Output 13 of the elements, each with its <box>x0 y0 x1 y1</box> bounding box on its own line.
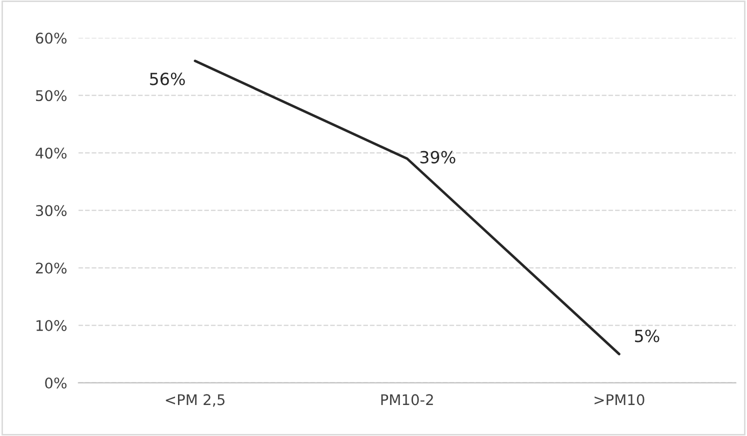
data-label: 56% <box>150 72 185 86</box>
y-tick-label: 60% <box>36 32 67 44</box>
y-tick-label: 10% <box>36 320 67 332</box>
x-tick-label: <PM 2,5 <box>166 394 224 407</box>
data-label: 39% <box>420 150 456 164</box>
x-tick-label: PM10-2 <box>381 394 433 406</box>
y-tick-label: 0% <box>45 378 67 389</box>
y-tick-label: 50% <box>36 90 67 102</box>
y-tick-label: 30% <box>36 205 67 216</box>
y-tick-label: 20% <box>36 262 67 274</box>
x-tick-label: >PM10 <box>594 394 644 406</box>
data-label: 5% <box>635 330 660 342</box>
y-tick-label: 40% <box>36 148 67 159</box>
